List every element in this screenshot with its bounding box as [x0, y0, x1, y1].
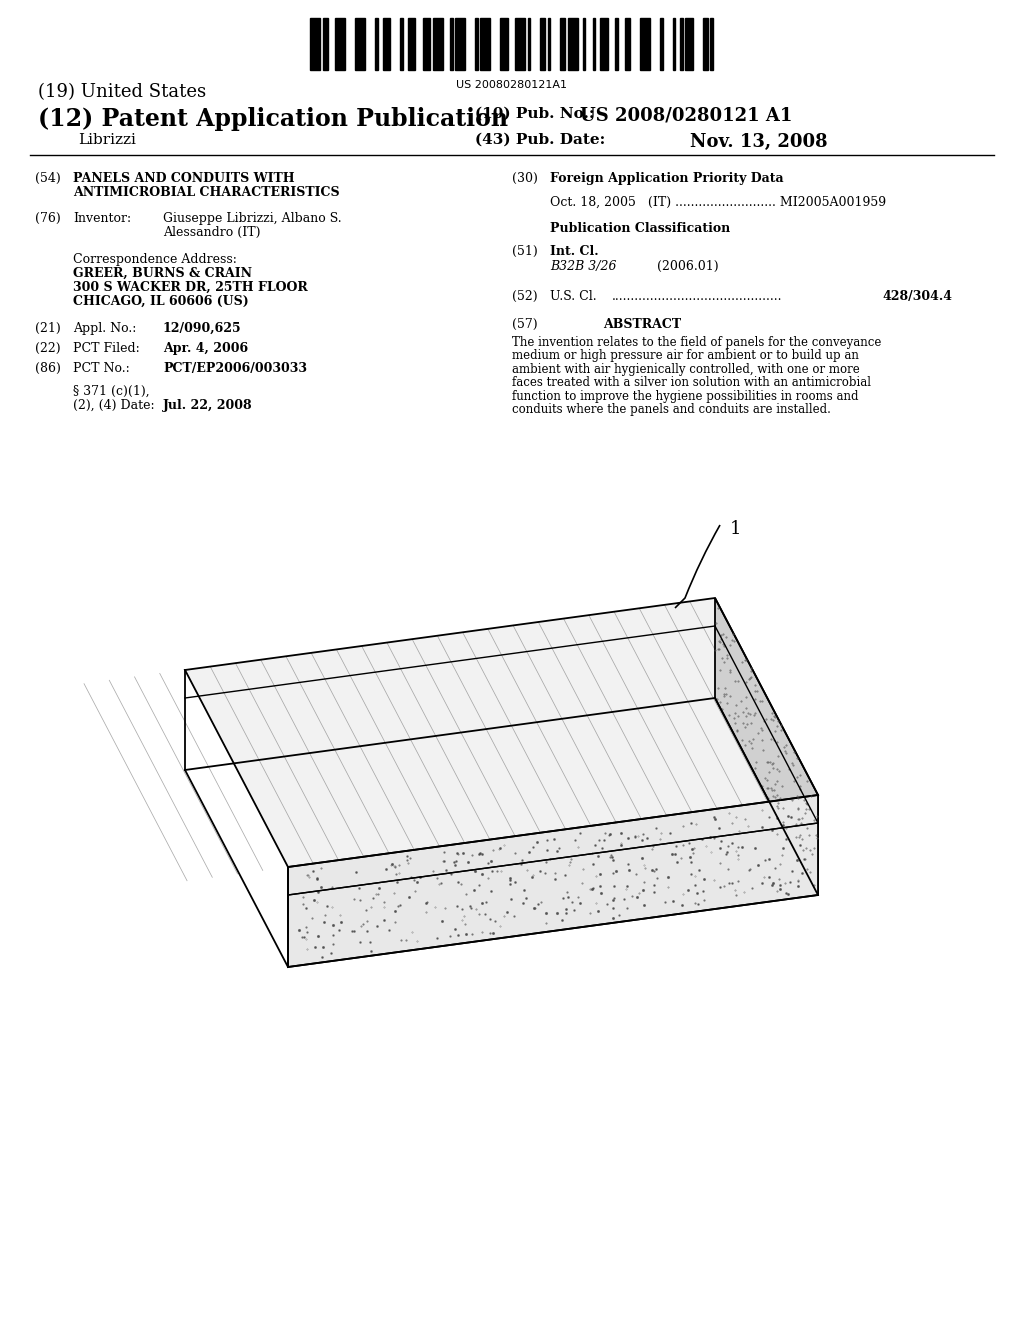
Text: (86): (86): [35, 362, 60, 375]
Text: 300 S WACKER DR, 25TH FLOOR: 300 S WACKER DR, 25TH FLOOR: [73, 281, 308, 294]
Text: Librizzi: Librizzi: [78, 133, 136, 147]
Text: PANELS AND CONDUITS WITH: PANELS AND CONDUITS WITH: [73, 172, 295, 185]
Text: (51): (51): [512, 246, 538, 257]
Text: ambient with air hygienically controlled, with one or more: ambient with air hygienically controlled…: [512, 363, 860, 376]
Text: ABSTRACT: ABSTRACT: [603, 318, 681, 331]
Text: B32B 3/26: B32B 3/26: [550, 260, 616, 273]
Text: (19) United States: (19) United States: [38, 83, 206, 102]
Bar: [567, 18, 578, 70]
Polygon shape: [715, 598, 818, 895]
Text: Giuseppe Librizzi, Albano S.: Giuseppe Librizzi, Albano S.: [163, 213, 342, 224]
Bar: [355, 18, 365, 70]
Text: GREER, BURNS & CRAIN: GREER, BURNS & CRAIN: [73, 267, 252, 280]
Text: Alessandro (IT): Alessandro (IT): [163, 226, 260, 239]
Bar: [450, 18, 453, 70]
Bar: [548, 18, 550, 70]
Text: PCT/EP2006/003033: PCT/EP2006/003033: [163, 362, 307, 375]
Text: (2006.01): (2006.01): [657, 260, 719, 273]
Bar: [480, 18, 490, 70]
Bar: [583, 18, 585, 70]
Bar: [432, 18, 442, 70]
Bar: [323, 18, 328, 70]
Text: Correspondence Address:: Correspondence Address:: [73, 253, 237, 267]
Bar: [710, 18, 713, 70]
Text: PCT Filed:: PCT Filed:: [73, 342, 139, 355]
Bar: [640, 18, 650, 70]
Text: ANTIMICROBIAL CHARACTERISTICS: ANTIMICROBIAL CHARACTERISTICS: [73, 186, 340, 199]
Bar: [673, 18, 675, 70]
Text: (30): (30): [512, 172, 538, 185]
Text: Oct. 18, 2005   (IT) .......................... MI2005A001959: Oct. 18, 2005 (IT) .....................…: [550, 195, 886, 209]
Text: Nov. 13, 2008: Nov. 13, 2008: [690, 133, 827, 150]
Bar: [660, 18, 663, 70]
Text: Appl. No.:: Appl. No.:: [73, 322, 136, 335]
Text: (21): (21): [35, 322, 60, 335]
Text: medium or high pressure air for ambient or to build up an: medium or high pressure air for ambient …: [512, 350, 859, 363]
Bar: [540, 18, 545, 70]
Text: (76): (76): [35, 213, 60, 224]
Text: (57): (57): [512, 318, 538, 331]
Text: 1: 1: [730, 520, 741, 539]
Bar: [685, 18, 692, 70]
Bar: [500, 18, 508, 70]
Text: PCT No.:: PCT No.:: [73, 362, 130, 375]
Text: Apr. 4, 2006: Apr. 4, 2006: [163, 342, 248, 355]
Text: US 2008/0280121 A1: US 2008/0280121 A1: [580, 107, 793, 125]
Text: Jul. 22, 2008: Jul. 22, 2008: [163, 399, 253, 412]
Text: (22): (22): [35, 342, 60, 355]
Bar: [527, 18, 530, 70]
Text: 428/304.4: 428/304.4: [882, 290, 952, 304]
Text: (10) Pub. No.:: (10) Pub. No.:: [475, 107, 595, 121]
Text: conduits where the panels and conduits are installed.: conduits where the panels and conduits a…: [512, 404, 830, 417]
Text: (52): (52): [512, 290, 538, 304]
Text: 12/090,625: 12/090,625: [163, 322, 242, 335]
Text: faces treated with a silver ion solution with an antimicrobial: faces treated with a silver ion solution…: [512, 376, 871, 389]
Bar: [680, 18, 683, 70]
Text: US 20080280121A1: US 20080280121A1: [457, 81, 567, 90]
Bar: [475, 18, 477, 70]
Bar: [702, 18, 708, 70]
Text: Int. Cl.: Int. Cl.: [550, 246, 599, 257]
Bar: [625, 18, 630, 70]
Bar: [600, 18, 607, 70]
Text: (54): (54): [35, 172, 60, 185]
Bar: [593, 18, 595, 70]
Text: The invention relates to the field of panels for the conveyance: The invention relates to the field of pa…: [512, 337, 882, 348]
Bar: [423, 18, 430, 70]
Bar: [335, 18, 345, 70]
Text: function to improve the hygiene possibilities in rooms and: function to improve the hygiene possibil…: [512, 389, 858, 403]
Text: CHICAGO, IL 60606 (US): CHICAGO, IL 60606 (US): [73, 294, 249, 308]
Bar: [408, 18, 415, 70]
Text: § 371 (c)(1),: § 371 (c)(1),: [73, 385, 150, 399]
Text: Inventor:: Inventor:: [73, 213, 131, 224]
Text: Publication Classification: Publication Classification: [550, 222, 730, 235]
Bar: [560, 18, 565, 70]
Bar: [400, 18, 402, 70]
Text: (12) Patent Application Publication: (12) Patent Application Publication: [38, 107, 508, 131]
Bar: [615, 18, 617, 70]
Bar: [310, 18, 319, 70]
Text: (43) Pub. Date:: (43) Pub. Date:: [475, 133, 605, 147]
Bar: [383, 18, 390, 70]
Polygon shape: [288, 795, 818, 968]
Text: (2), (4) Date:: (2), (4) Date:: [73, 399, 155, 412]
Text: U.S. Cl.: U.S. Cl.: [550, 290, 597, 304]
Text: ............................................: ........................................…: [612, 290, 782, 304]
Bar: [455, 18, 465, 70]
Bar: [515, 18, 525, 70]
Polygon shape: [185, 598, 818, 867]
Text: Foreign Application Priority Data: Foreign Application Priority Data: [550, 172, 783, 185]
Bar: [375, 18, 378, 70]
